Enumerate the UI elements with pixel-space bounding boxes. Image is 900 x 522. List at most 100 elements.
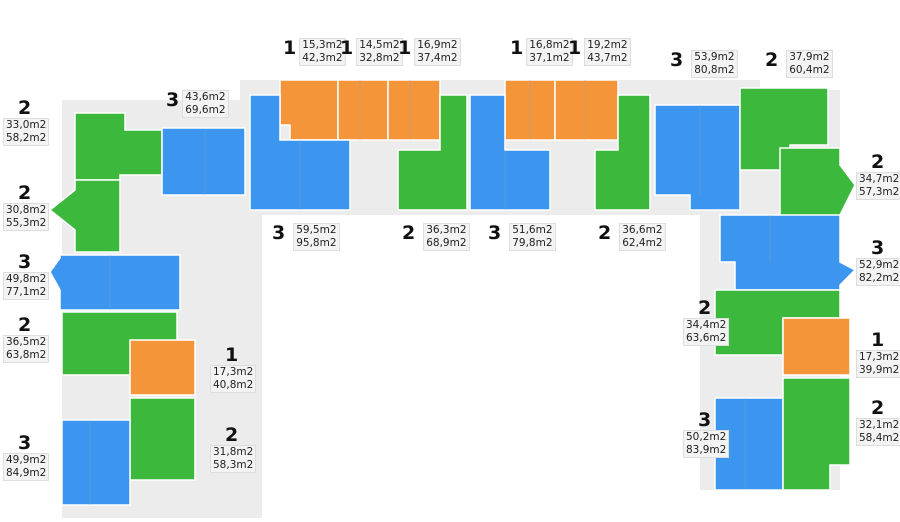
apt-label: 3 53,9m2 80,8m2 xyxy=(670,50,738,78)
area-box: 51,6m2 79,8m2 xyxy=(509,223,556,251)
apartment-unit-1-room[interactable] xyxy=(337,79,389,141)
total-area: 69,6m2 xyxy=(185,104,226,116)
living-area: 36,6m2 xyxy=(622,224,663,236)
apartment-unit-1-room[interactable] xyxy=(129,339,196,396)
apt-label: 3 59,5m2 95,8m2 xyxy=(272,223,340,251)
apartment-unit-2-room[interactable] xyxy=(782,377,851,491)
living-area: 37,9m2 xyxy=(789,51,830,63)
apartment-unit-2-room[interactable] xyxy=(397,94,468,211)
room-count: 1 xyxy=(568,37,582,59)
area-box: 49,9m2 84,9m2 xyxy=(3,453,50,481)
room-count: 2 xyxy=(698,297,712,319)
area-box: 53,9m2 80,8m2 xyxy=(691,50,738,78)
living-area: 49,9m2 xyxy=(6,454,47,466)
apartment-unit-3-room[interactable] xyxy=(469,94,551,211)
room-count: 3 xyxy=(670,49,684,71)
total-area: 58,2m2 xyxy=(6,132,47,144)
total-area: 95,8m2 xyxy=(296,237,337,249)
area-box: 50,2m2 83,9m2 xyxy=(683,430,730,458)
area-box: 49,8m2 77,1m2 xyxy=(3,272,50,300)
living-area: 36,3m2 xyxy=(426,224,467,236)
apt-label: 3 49,8m2 77,1m2 xyxy=(3,251,50,300)
apartment-unit-2-room[interactable] xyxy=(594,94,651,211)
apartment-unit-1-room[interactable] xyxy=(387,79,441,141)
room-count: 3 xyxy=(18,251,32,273)
room-count: 2 xyxy=(402,222,416,244)
total-area: 80,8m2 xyxy=(694,64,735,76)
living-area: 16,9m2 xyxy=(417,39,458,51)
room-count: 2 xyxy=(225,424,239,446)
apt-label: 2 36,3m2 68,9m2 xyxy=(402,223,470,251)
apartment-unit-3-room[interactable] xyxy=(61,419,131,506)
area-box: 33,0m2 58,2m2 xyxy=(3,118,50,146)
area-box: 16,9m2 37,4m2 xyxy=(414,38,461,66)
apt-label: 3 51,6m2 79,8m2 xyxy=(488,223,556,251)
room-count: 3 xyxy=(18,432,32,454)
living-area: 49,8m2 xyxy=(6,273,47,285)
area-box: 59,5m2 95,8m2 xyxy=(293,223,340,251)
apt-label: 2 36,6m2 62,4m2 xyxy=(598,223,666,251)
area-box: 17,3m2 39,9m2 xyxy=(856,350,900,378)
apartment-unit-2-room[interactable] xyxy=(739,87,829,171)
living-area: 53,9m2 xyxy=(694,51,735,63)
total-area: 63,6m2 xyxy=(686,332,727,344)
apt-label: 3 50,2m2 83,9m2 xyxy=(683,410,730,458)
total-area: 39,9m2 xyxy=(859,364,900,376)
room-count: 2 xyxy=(765,49,779,71)
area-box: 16,8m2 37,1m2 xyxy=(526,38,573,66)
apt-label: 1 17,3m2 39,9m2 xyxy=(856,330,900,378)
apt-label: 1 17,3m2 40,8m2 xyxy=(210,344,257,393)
area-box: 32,1m2 58,4m2 xyxy=(856,418,900,446)
apartment-unit-3-room[interactable] xyxy=(49,254,181,311)
living-area: 43,6m2 xyxy=(185,91,226,103)
apt-label: 1 16,8m2 37,1m2 xyxy=(510,38,573,66)
apt-label: 1 15,3m2 42,3m2 xyxy=(283,38,346,66)
area-box: 36,6m2 62,4m2 xyxy=(619,223,666,251)
total-area: 57,3m2 xyxy=(859,186,900,198)
area-box: 14,5m2 32,8m2 xyxy=(356,38,403,66)
area-box: 30,8m2 55,3m2 xyxy=(3,203,50,231)
partitions xyxy=(89,80,771,505)
apartment-unit-3-room[interactable] xyxy=(719,214,857,291)
room-count: 1 xyxy=(283,37,297,59)
living-area: 30,8m2 xyxy=(6,204,47,216)
area-box: 36,3m2 68,9m2 xyxy=(423,223,470,251)
total-area: 83,9m2 xyxy=(686,444,727,456)
living-area: 52,9m2 xyxy=(859,259,900,271)
room-count: 2 xyxy=(598,222,612,244)
total-area: 42,3m2 xyxy=(302,52,343,64)
apartment-unit-2-room[interactable] xyxy=(129,397,196,481)
total-area: 84,9m2 xyxy=(6,467,47,479)
living-area: 36,5m2 xyxy=(6,336,47,348)
apartment-unit-3-room[interactable] xyxy=(654,104,741,211)
room-count: 1 xyxy=(871,329,885,351)
apartment-unit-1-room[interactable] xyxy=(554,79,619,141)
total-area: 60,4m2 xyxy=(789,64,830,76)
total-area: 43,7m2 xyxy=(587,52,628,64)
room-count: 1 xyxy=(225,344,239,366)
living-area: 17,3m2 xyxy=(859,351,900,363)
apt-label: 2 30,8m2 55,3m2 xyxy=(3,183,50,231)
room-count: 2 xyxy=(871,151,885,173)
total-area: 68,9m2 xyxy=(426,237,467,249)
apt-label: 3 52,9m2 82,2m2 xyxy=(856,238,900,286)
apartment-unit-3-room[interactable] xyxy=(161,127,246,196)
apt-label: 2 34,4m2 63,6m2 xyxy=(683,297,730,346)
living-area: 14,5m2 xyxy=(359,39,400,51)
room-count: 3 xyxy=(272,222,286,244)
apt-label: 2 37,9m2 60,4m2 xyxy=(765,50,833,78)
area-box: 43,6m2 69,6m2 xyxy=(182,90,229,118)
apartment-unit-1-room[interactable] xyxy=(782,317,851,376)
total-area: 82,2m2 xyxy=(859,272,900,284)
area-box: 36,5m2 63,8m2 xyxy=(3,335,50,363)
room-count: 2 xyxy=(18,314,32,336)
living-area: 50,2m2 xyxy=(686,431,727,443)
apt-label: 2 32,1m2 58,4m2 xyxy=(856,398,900,446)
area-box: 34,4m2 63,6m2 xyxy=(683,318,730,346)
apt-label: 2 33,0m2 58,2m2 xyxy=(3,98,50,146)
room-count: 3 xyxy=(488,222,502,244)
apartment-unit-2-room[interactable] xyxy=(48,179,121,253)
living-area: 34,7m2 xyxy=(859,173,900,185)
